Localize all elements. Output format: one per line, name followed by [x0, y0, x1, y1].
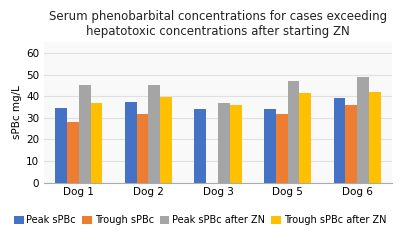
Bar	[369, 92, 381, 183]
Title: Serum phenobarbital concentrations for cases exceeding
hepatotoxic concentration: Serum phenobarbital concentrations for c…	[49, 10, 387, 38]
Bar	[276, 114, 288, 183]
Bar	[345, 105, 357, 183]
Bar	[288, 81, 300, 183]
Bar	[91, 102, 102, 183]
Bar	[300, 93, 311, 183]
Bar	[230, 105, 242, 183]
Bar	[67, 122, 79, 183]
Bar	[160, 97, 172, 183]
Bar	[55, 108, 67, 183]
Bar	[148, 85, 160, 183]
Bar	[194, 109, 206, 183]
Bar	[79, 85, 91, 183]
Bar	[357, 77, 369, 183]
Bar	[125, 102, 136, 183]
Y-axis label: sPBc mg/L: sPBc mg/L	[12, 85, 22, 139]
Bar	[218, 102, 230, 183]
Bar	[136, 114, 148, 183]
Bar	[334, 98, 345, 183]
Legend: Peak sPBc, Trough sPBc, Peak sPBc after ZN, Trough sPBc after ZN: Peak sPBc, Trough sPBc, Peak sPBc after …	[10, 211, 390, 229]
Bar	[264, 109, 276, 183]
